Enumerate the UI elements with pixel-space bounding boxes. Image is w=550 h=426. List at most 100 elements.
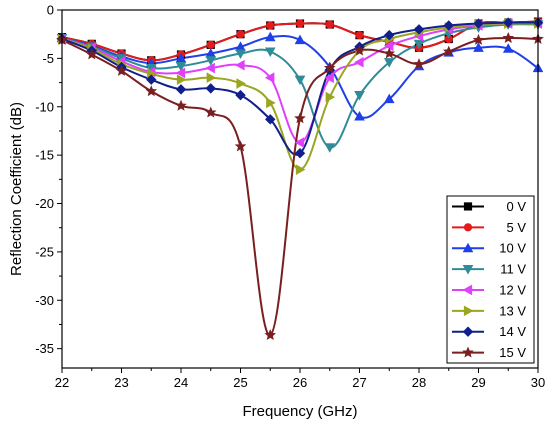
data-point: [413, 39, 425, 50]
data-point: [264, 72, 275, 84]
legend: 0 V 5 V 10 V 11 V 12 V 13 V 14 V 15 V: [446, 195, 535, 364]
x-tick-label: 23: [114, 375, 128, 390]
legend-marker: [462, 326, 474, 337]
legend-label: 0 V: [506, 199, 526, 214]
y-tick-label: -15: [35, 148, 54, 163]
y-tick-label: -35: [35, 341, 54, 356]
legend-item: 11 V: [452, 262, 526, 277]
legend-marker: [463, 202, 473, 211]
x-tick-label: 24: [174, 375, 188, 390]
data-point: [175, 84, 187, 95]
legend-marker: [462, 264, 474, 275]
data-point: [294, 112, 306, 124]
axis-ticks: 22 23 24 25 26 27 28 29 30 0 -5 -10 -15 -20 -25 -30 -35: [35, 3, 545, 391]
data-point: [234, 140, 247, 152]
data-point: [266, 21, 275, 30]
data-point: [295, 164, 306, 175]
legend-marker: [462, 346, 474, 358]
data-point: [115, 64, 128, 76]
data-point: [383, 93, 395, 104]
data-point: [265, 114, 276, 125]
data-point: [324, 143, 336, 153]
x-tick-label: 30: [531, 375, 545, 390]
data-point: [295, 19, 305, 28]
data-point: [176, 74, 187, 85]
legend-label: 13 V: [499, 303, 526, 318]
data-point: [235, 89, 246, 101]
data-point: [442, 45, 455, 57]
plot-area: [56, 9, 544, 369]
data-point: [502, 43, 514, 53]
data-point: [325, 20, 334, 29]
data-point: [325, 91, 336, 103]
legend-label: 10 V: [499, 241, 526, 256]
data-point: [443, 20, 454, 31]
data-point: [472, 33, 485, 45]
data-point: [354, 111, 365, 121]
legend-label: 12 V: [499, 282, 526, 297]
data-point: [354, 91, 365, 101]
series-line: [62, 22, 538, 171]
legend-label: 14 V: [499, 324, 526, 339]
legend-marker: [462, 284, 473, 296]
data-point: [205, 56, 217, 66]
data-point: [206, 72, 217, 84]
y-tick-label: -5: [42, 51, 54, 66]
legend-marker: [463, 305, 474, 317]
data-point: [294, 147, 306, 159]
data-point: [324, 72, 334, 84]
x-tick-label: 27: [352, 375, 366, 390]
data-point: [264, 31, 276, 42]
data-point: [205, 83, 216, 94]
data-point: [266, 97, 276, 109]
data-point: [264, 47, 276, 58]
legend-marker: [462, 242, 474, 253]
data-point: [236, 30, 245, 39]
data-point: [502, 31, 515, 43]
data-point: [205, 62, 215, 74]
x-tick-label: 28: [412, 375, 426, 390]
legend-item: 0 V: [452, 199, 526, 214]
data-point: [323, 61, 336, 73]
legend-label: 5 V: [506, 220, 526, 235]
data-point: [236, 78, 246, 89]
data-point: [413, 58, 425, 70]
data-point: [384, 29, 395, 41]
data-point: [145, 85, 158, 97]
legend-item: 12 V: [452, 282, 526, 297]
x-tick-label: 26: [293, 375, 307, 390]
data-point: [383, 58, 395, 68]
y-tick-label: -30: [35, 293, 54, 308]
data-point: [235, 49, 246, 59]
legend-marker: [463, 223, 473, 232]
y-tick-label: 0: [47, 3, 54, 18]
data-point: [175, 67, 186, 79]
data-point: [383, 47, 396, 59]
data-point: [235, 59, 245, 71]
data-point: [294, 137, 305, 148]
legend-box: [446, 195, 535, 364]
y-tick-label: -20: [35, 196, 54, 211]
data-point: [175, 62, 187, 72]
data-point: [294, 75, 306, 86]
data-point: [503, 17, 514, 28]
x-tick-label: 25: [233, 375, 247, 390]
data-point: [175, 99, 187, 111]
data-point: [413, 24, 425, 35]
x-axis-title: Frequency (GHz): [242, 403, 357, 420]
data-point: [206, 40, 215, 49]
y-axis-title: Reflection Coefficient (dB): [8, 102, 25, 276]
data-point: [146, 74, 157, 85]
data-point: [473, 42, 484, 52]
legend-item: 14 V: [452, 324, 526, 339]
legend-label: 15 V: [499, 345, 526, 360]
data-point: [473, 18, 484, 29]
data-point: [354, 56, 364, 68]
y-tick-label: -10: [35, 99, 54, 114]
legend-item: 15 V: [452, 345, 526, 360]
x-tick-label: 22: [55, 375, 69, 390]
legend-label: 11 V: [500, 262, 526, 277]
data-point: [355, 31, 364, 40]
data-point: [353, 44, 366, 56]
